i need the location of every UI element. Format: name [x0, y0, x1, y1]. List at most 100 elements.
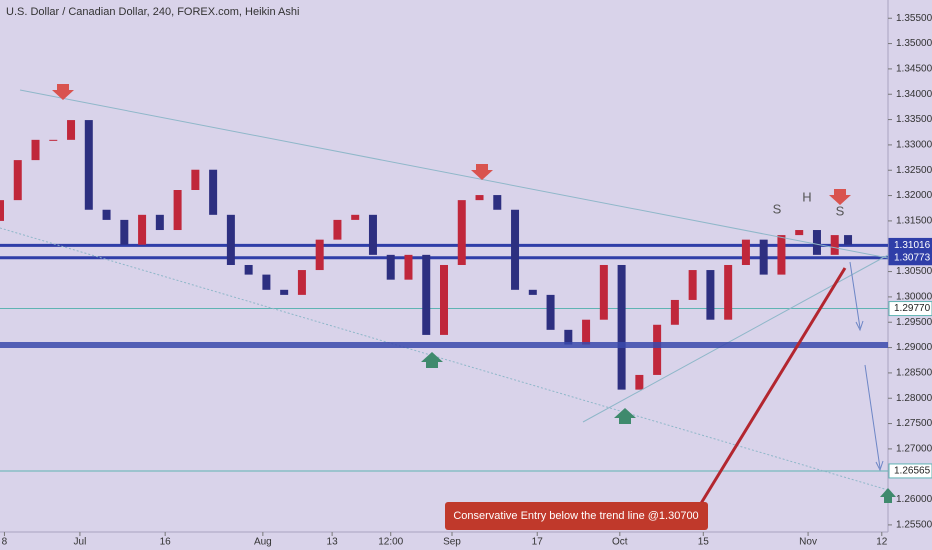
support-band — [0, 342, 888, 348]
candle-body — [49, 139, 58, 141]
candle-body — [351, 214, 360, 220]
candle-body — [209, 169, 218, 215]
y-tick-label: 1.30000 — [896, 292, 932, 303]
x-tick-label: 12 — [876, 537, 888, 548]
callout-line — [698, 267, 847, 506]
candle-body — [777, 235, 786, 275]
level-label: 1.31016 — [894, 240, 931, 251]
down-arrow — [829, 189, 851, 205]
down-arrow — [52, 84, 74, 100]
candle-body — [599, 264, 608, 320]
candle-body — [493, 195, 502, 210]
candle-body — [564, 329, 573, 345]
x-tick-label: Aug — [254, 537, 272, 548]
level-tag — [888, 250, 932, 266]
level-tag — [888, 301, 932, 317]
pattern-label: H — [802, 189, 811, 204]
candle-body — [297, 270, 306, 295]
y-tick-label: 1.29000 — [896, 342, 932, 353]
candle-body — [546, 294, 555, 330]
candle-body — [368, 214, 377, 255]
y-tick-label: 1.34000 — [896, 89, 932, 100]
y-tick-label: 1.35000 — [896, 38, 932, 49]
candle-body — [688, 270, 697, 300]
candle-body — [333, 219, 342, 240]
down-arrow — [471, 164, 493, 180]
level-label: 1.29770 — [894, 303, 931, 314]
y-tick-label: 1.32500 — [896, 165, 932, 176]
candle-body — [31, 139, 40, 161]
candle-body — [457, 200, 466, 265]
x-tick-label: 15 — [698, 537, 710, 548]
pattern-label: S — [773, 201, 782, 216]
chart-title: U.S. Dollar / Canadian Dollar, 240, FORE… — [6, 6, 299, 18]
candle-body — [67, 120, 76, 140]
candle-body — [422, 254, 431, 335]
x-tick-label: Jul — [74, 537, 87, 548]
level-label: 1.30773 — [894, 252, 931, 263]
arrow-head — [855, 320, 864, 332]
x-tick-label: Sep — [443, 537, 461, 548]
projection-arrow — [849, 261, 861, 329]
candle-body — [511, 209, 520, 290]
candle-body — [528, 289, 537, 295]
y-tick-label: 1.26000 — [896, 494, 932, 505]
candle-body — [670, 299, 679, 325]
candle-body — [244, 264, 253, 275]
candle-body — [844, 235, 853, 245]
y-tick-label: 1.30500 — [896, 266, 932, 277]
projection-arrow — [864, 364, 881, 469]
x-tick-label: Nov — [799, 537, 817, 548]
y-tick-label: 1.31500 — [896, 216, 932, 227]
candle-body — [795, 230, 804, 236]
candle-body — [830, 235, 839, 255]
y-tick-label: 1.27000 — [896, 444, 932, 455]
candle-body — [475, 195, 484, 201]
up-arrow — [880, 488, 896, 503]
y-tick-label: 1.33000 — [896, 140, 932, 151]
candle-body — [440, 264, 448, 335]
x-tick-label: Oct — [612, 537, 628, 548]
candle-body — [120, 219, 129, 245]
x-tick-label: 16 — [160, 537, 172, 548]
drawings: Conservative Entry below the trend line … — [0, 84, 896, 530]
candle-body — [812, 230, 821, 255]
up-arrow — [614, 408, 636, 424]
candle-body — [706, 270, 715, 320]
candle-body — [191, 169, 200, 190]
candle-body — [653, 324, 662, 375]
trend-line — [19, 89, 889, 259]
y-tick-label: 1.28000 — [896, 393, 932, 404]
y-tick-label: 1.28500 — [896, 368, 932, 379]
candle-body — [173, 190, 182, 231]
note-box — [445, 502, 708, 530]
candle-body — [759, 239, 768, 275]
x-tick-label: 17 — [532, 537, 544, 548]
candle-body — [102, 209, 111, 220]
candle-body — [724, 264, 733, 320]
y-tick-label: 1.27500 — [896, 418, 932, 429]
y-tick-label: 1.35500 — [896, 13, 932, 24]
y-tick-label: 1.33500 — [896, 114, 932, 125]
candle-body — [386, 254, 395, 280]
candle-body — [404, 254, 413, 280]
level-tag — [888, 463, 932, 479]
y-tick-label: 1.34500 — [896, 64, 932, 75]
y-tick-label: 1.25500 — [896, 520, 932, 531]
x-tick-label: 13 — [327, 537, 339, 548]
candle-body — [138, 214, 147, 245]
candle-body — [13, 160, 22, 201]
candle-body — [84, 120, 93, 210]
pattern-label: S — [836, 203, 845, 218]
x-tick-label: 12:00 — [378, 537, 403, 548]
x-tick-label: 8 — [2, 537, 8, 548]
candle-body — [617, 264, 626, 390]
candle-body — [315, 239, 324, 271]
note-text: Conservative Entry below the trend line … — [453, 510, 698, 522]
candle-body — [582, 319, 591, 345]
y-tick-label: 1.32000 — [896, 190, 932, 201]
up-arrow — [421, 352, 443, 368]
candle-body — [635, 374, 644, 390]
